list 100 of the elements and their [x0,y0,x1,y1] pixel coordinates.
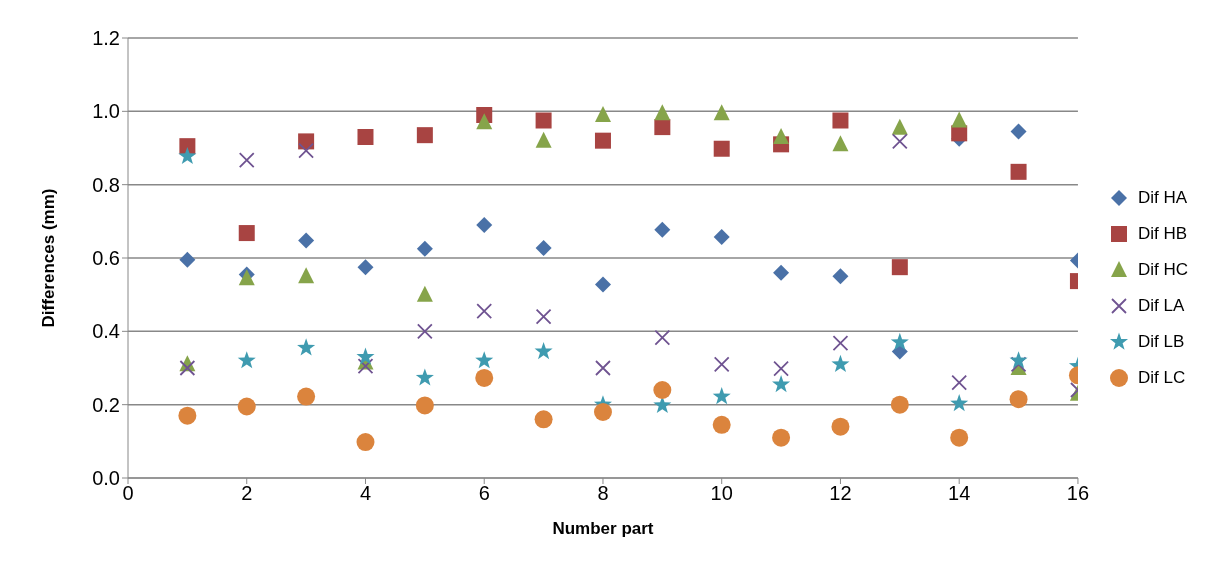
point [179,251,196,268]
legend-label: Dif LB [1137,332,1185,352]
point [593,403,612,421]
point [476,303,493,320]
point [298,232,315,249]
y-tick-label: 1.0 [92,100,120,123]
point [1009,390,1028,409]
point [416,285,433,302]
point [653,381,672,399]
point [1009,351,1028,369]
point [534,410,553,429]
point [951,111,968,128]
y-tick-label: 0.4 [92,320,120,343]
x-tick-label: 4 [359,482,372,505]
point [890,332,909,351]
point [832,268,849,285]
point [654,221,671,238]
point [594,132,611,149]
point [534,342,553,360]
point [476,217,493,233]
point [535,308,552,325]
point [357,259,374,276]
point [950,394,969,412]
point [594,106,611,122]
point [179,360,196,376]
legend-label: Dif LA [1137,296,1185,316]
point [713,104,730,121]
point [237,397,256,416]
legend-label: Dif HB [1137,224,1188,244]
point [654,119,671,136]
y-tick-label: 0.8 [92,173,120,196]
legend-label: Dif HA [1137,188,1188,208]
x-tick-label: 0 [122,482,134,505]
point [773,128,790,144]
point [891,118,908,135]
point [475,368,494,387]
point [415,368,434,386]
x-tick-label: 2 [241,482,253,505]
point [415,396,434,415]
point [594,276,611,293]
point [237,351,256,369]
point [476,113,493,130]
y-tick-label: 1.2 [92,27,120,50]
point [950,428,969,447]
point [831,417,850,436]
point [357,129,374,145]
point [416,323,433,340]
point [297,387,316,406]
x-tick-label: 10 [710,482,733,505]
point [772,375,791,393]
x-axis-title: Number part [552,519,654,538]
point [654,329,671,346]
x-tick-label: 16 [1066,482,1090,505]
legend-label: Dif HC [1137,260,1188,280]
point [773,360,789,377]
x-tick-label: 14 [948,482,971,505]
point [178,146,197,165]
point [416,127,433,144]
point [298,133,315,150]
point [713,356,730,373]
point [356,433,375,452]
point [832,112,849,129]
point [832,335,849,351]
point [535,131,552,148]
point [891,133,908,150]
point [535,112,552,129]
point [1010,163,1027,180]
point [712,387,731,405]
point [238,152,255,168]
point [297,338,316,356]
y-tick-label: 0.2 [92,393,120,416]
point [713,229,730,246]
point [475,351,494,369]
point [416,240,433,257]
y-tick-label: 0.0 [92,467,120,490]
point [178,406,197,425]
point [298,142,315,159]
point [712,415,731,434]
point [356,347,375,365]
point [535,240,552,257]
point [890,395,909,414]
point [654,104,671,121]
y-axis-title: Differences (mm) [39,188,59,328]
point [891,259,908,276]
point [238,225,255,242]
legend-label: Dif LC [1137,368,1186,388]
point [773,264,790,281]
x-tick-label: 6 [478,482,490,505]
x-tick-label: 12 [829,482,852,505]
point [832,135,849,152]
point [298,267,315,284]
point [951,374,968,391]
point [595,360,611,376]
y-tick-label: 0.6 [92,247,120,270]
point [831,354,850,373]
point [357,358,374,375]
x-tick-label: 8 [597,482,609,505]
point [772,428,791,447]
point [1010,123,1027,140]
point [713,140,730,157]
